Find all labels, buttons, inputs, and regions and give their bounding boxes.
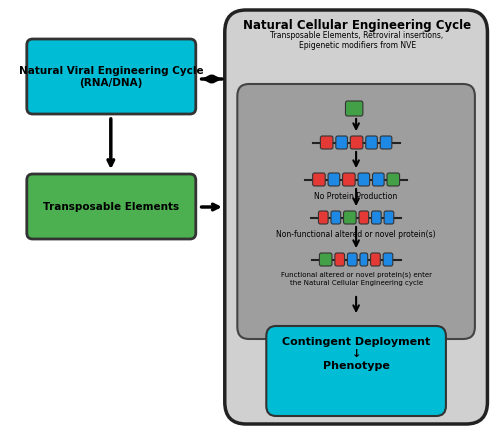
FancyBboxPatch shape	[320, 253, 332, 266]
FancyBboxPatch shape	[384, 211, 394, 224]
FancyBboxPatch shape	[225, 10, 487, 424]
FancyBboxPatch shape	[266, 326, 446, 416]
Text: Natural Viral Engineering Cycle
(RNA/DNA): Natural Viral Engineering Cycle (RNA/DNA…	[18, 66, 203, 88]
Text: Functional altered or novel protein(s) enter
the Natural Cellular Engineering cy: Functional altered or novel protein(s) e…	[280, 272, 432, 286]
FancyBboxPatch shape	[359, 211, 368, 224]
FancyBboxPatch shape	[320, 136, 333, 149]
FancyBboxPatch shape	[27, 39, 196, 114]
FancyBboxPatch shape	[372, 173, 384, 186]
FancyBboxPatch shape	[387, 173, 400, 186]
FancyBboxPatch shape	[312, 173, 325, 186]
FancyBboxPatch shape	[335, 253, 344, 266]
FancyBboxPatch shape	[350, 136, 363, 149]
Text: Contingent Deployment
↓
Phenotype: Contingent Deployment ↓ Phenotype	[282, 337, 430, 371]
FancyBboxPatch shape	[336, 136, 347, 149]
FancyBboxPatch shape	[328, 173, 340, 186]
Text: Natural Cellular Engineering Cycle: Natural Cellular Engineering Cycle	[243, 19, 471, 32]
FancyBboxPatch shape	[344, 211, 356, 224]
FancyBboxPatch shape	[348, 253, 357, 266]
FancyBboxPatch shape	[27, 174, 196, 239]
FancyBboxPatch shape	[366, 136, 378, 149]
FancyBboxPatch shape	[342, 173, 355, 186]
Text: Transposable Elements: Transposable Elements	[43, 202, 179, 212]
FancyBboxPatch shape	[370, 253, 380, 266]
FancyBboxPatch shape	[238, 84, 475, 339]
FancyBboxPatch shape	[346, 101, 363, 116]
FancyBboxPatch shape	[360, 253, 368, 266]
Text: Transposable Elements, Retroviral insertions,
Epigenetic modifiers from NVE: Transposable Elements, Retroviral insert…	[270, 31, 444, 50]
Text: No Protein Production: No Protein Production	[314, 192, 398, 201]
FancyBboxPatch shape	[383, 253, 393, 266]
FancyBboxPatch shape	[372, 211, 381, 224]
FancyBboxPatch shape	[331, 211, 340, 224]
Text: Non-functional altered or novel protein(s): Non-functional altered or novel protein(…	[276, 230, 436, 239]
FancyBboxPatch shape	[318, 211, 328, 224]
FancyBboxPatch shape	[358, 173, 370, 186]
FancyBboxPatch shape	[380, 136, 392, 149]
